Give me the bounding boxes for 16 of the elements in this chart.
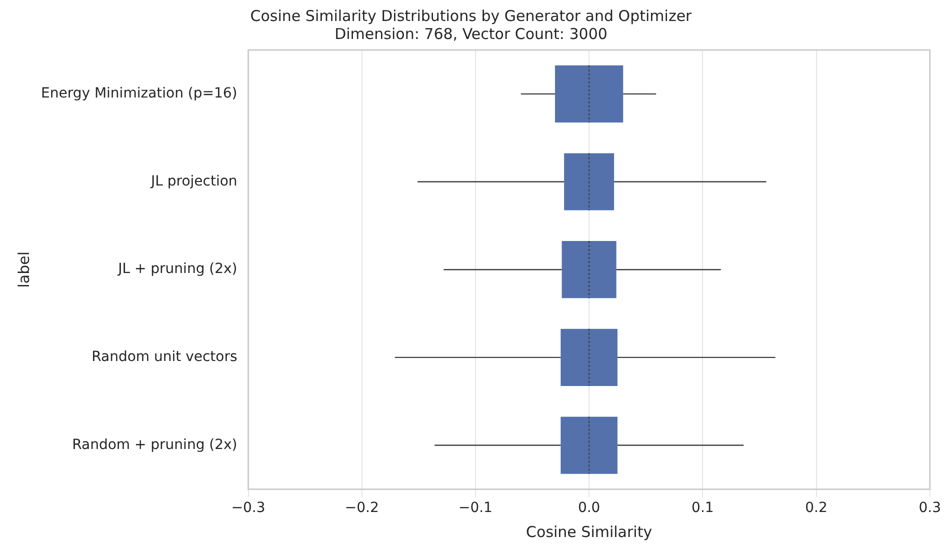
y-tick-label: Random unit vectors	[92, 349, 238, 366]
y-tick-label: JL projection	[150, 173, 238, 190]
x-tick-label: −0.1	[458, 500, 492, 516]
x-tick-label: 0.1	[692, 500, 714, 516]
x-axis-title: Cosine Similarity	[526, 522, 652, 541]
chart-title: Cosine Similarity Distributions by Generator and Optimizer	[250, 6, 693, 25]
x-tick-label: 0.2	[805, 500, 828, 516]
x-tick-label: −0.2	[344, 500, 379, 516]
y-tick-label: Random + pruning (2x)	[72, 436, 238, 453]
x-tick-label: −0.3	[231, 500, 266, 516]
x-tick-label: 0.3	[918, 500, 941, 516]
y-axis-title: label	[14, 251, 33, 288]
chart-subtitle: Dimension: 768, Vector Count: 3000	[334, 24, 608, 43]
x-tick-label: 0.0	[578, 500, 600, 516]
y-tick-label: JL + pruning (2x)	[117, 261, 238, 278]
y-tick-label: Energy Minimization (p=16)	[40, 86, 238, 102]
